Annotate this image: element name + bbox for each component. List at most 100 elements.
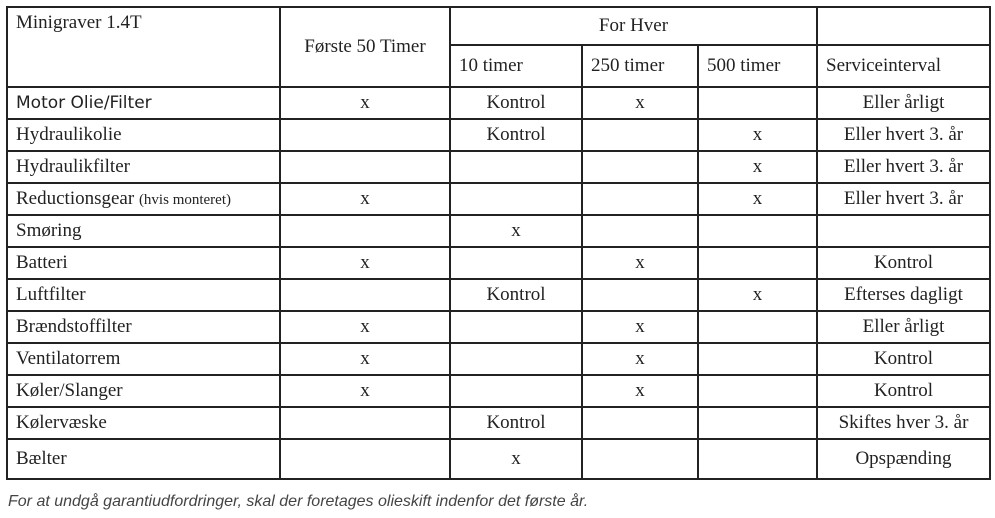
cell-h250 bbox=[581, 150, 699, 184]
cell-item: Hydraulikolie bbox=[6, 118, 281, 152]
cell-first50: x bbox=[279, 86, 451, 120]
item-label: Bælter bbox=[16, 448, 67, 469]
cell-h250 bbox=[581, 406, 699, 440]
cell-interval: Opspænding bbox=[816, 438, 991, 480]
item-label: Motor Olie/Filter bbox=[16, 93, 152, 113]
cell-first50 bbox=[279, 438, 451, 480]
cell-item: Motor Olie/Filter bbox=[6, 86, 281, 120]
cell-item: Luftfilter bbox=[6, 278, 281, 312]
cell-h500 bbox=[697, 342, 818, 376]
header-for-hver: For Hver bbox=[449, 6, 818, 46]
cell-h10 bbox=[449, 246, 583, 280]
cell-interval: Eller hvert 3. år bbox=[816, 182, 991, 216]
cell-item: Reductionsgear (hvis monteret) bbox=[6, 182, 281, 216]
item-label: Hydraulikolie bbox=[16, 124, 122, 145]
cell-h500 bbox=[697, 310, 818, 344]
header-serviceinterval: Serviceinterval bbox=[816, 44, 991, 88]
cell-first50 bbox=[279, 214, 451, 248]
cell-h10 bbox=[449, 182, 583, 216]
item-note: (hvis monteret) bbox=[138, 192, 231, 208]
cell-first50 bbox=[279, 406, 451, 440]
table-row: Køler/Slanger x x Kontrol bbox=[6, 374, 991, 408]
cell-interval: Eller årligt bbox=[816, 310, 991, 344]
cell-h250 bbox=[581, 214, 699, 248]
cell-h500 bbox=[697, 374, 818, 408]
cell-first50 bbox=[279, 150, 451, 184]
table-row: Brændstoffilter x x Eller årligt bbox=[6, 310, 991, 344]
service-table: Minigraver 1.4T Første 50 Timer For Hver… bbox=[6, 6, 991, 480]
table-row: Luftfilter Kontrol x Efterses dagligt bbox=[6, 278, 991, 312]
cell-first50: x bbox=[279, 182, 451, 216]
cell-item: Batteri bbox=[6, 246, 281, 280]
cell-first50: x bbox=[279, 246, 451, 280]
cell-h500 bbox=[697, 214, 818, 248]
cell-h10: x bbox=[449, 214, 583, 248]
cell-item: Smøring bbox=[6, 214, 281, 248]
cell-interval: Eller årligt bbox=[816, 86, 991, 120]
cell-h500 bbox=[697, 438, 818, 480]
table-row: Hydraulikolie Kontrol x Eller hvert 3. år bbox=[6, 118, 991, 152]
item-label: Smøring bbox=[16, 220, 82, 241]
cell-item: Køler/Slanger bbox=[6, 374, 281, 408]
cell-interval: Kontrol bbox=[816, 342, 991, 376]
cell-h10 bbox=[449, 374, 583, 408]
cell-h500: x bbox=[697, 278, 818, 312]
cell-h250: x bbox=[581, 86, 699, 120]
cell-first50: x bbox=[279, 342, 451, 376]
cell-interval: Kontrol bbox=[816, 246, 991, 280]
table-row: Kølervæske Kontrol Skiftes hver 3. år bbox=[6, 406, 991, 440]
cell-interval: Kontrol bbox=[816, 374, 991, 408]
cell-h500 bbox=[697, 406, 818, 440]
cell-item: Bælter bbox=[6, 438, 281, 480]
cell-first50: x bbox=[279, 310, 451, 344]
cell-h500: x bbox=[697, 118, 818, 152]
table-row: Bælter x Opspænding bbox=[6, 438, 991, 480]
footnote: For at undgå garantiudfordringer, skal d… bbox=[8, 493, 589, 510]
cell-h250: x bbox=[581, 246, 699, 280]
item-label: Brændstoffilter bbox=[16, 316, 132, 337]
table-row: Reductionsgear (hvis monteret) x x Eller hv… bbox=[6, 182, 991, 216]
item-label: Kølervæske bbox=[16, 412, 107, 433]
cell-h250 bbox=[581, 438, 699, 480]
table-row: Smøring x bbox=[6, 214, 991, 248]
cell-h10: Kontrol bbox=[449, 406, 583, 440]
header-empty bbox=[816, 6, 991, 46]
cell-item: Kølervæske bbox=[6, 406, 281, 440]
table-row: Ventilatorrem x x Kontrol bbox=[6, 342, 991, 376]
cell-h10: Kontrol bbox=[449, 118, 583, 152]
cell-item: Brændstoffilter bbox=[6, 310, 281, 344]
table-row: Hydraulikfilter x Eller hvert 3. år bbox=[6, 150, 991, 184]
cell-h250 bbox=[581, 278, 699, 312]
header-first-50: Første 50 Timer bbox=[279, 6, 451, 88]
table-row: Batteri x x Kontrol bbox=[6, 246, 991, 280]
cell-h250: x bbox=[581, 310, 699, 344]
item-label: Køler/Slanger bbox=[16, 380, 123, 401]
cell-first50 bbox=[279, 118, 451, 152]
cell-first50 bbox=[279, 278, 451, 312]
cell-interval: Eller hvert 3. år bbox=[816, 118, 991, 152]
cell-item: Ventilatorrem bbox=[6, 342, 281, 376]
cell-first50: x bbox=[279, 374, 451, 408]
cell-h250 bbox=[581, 182, 699, 216]
header-500-timer: 500 timer bbox=[697, 44, 818, 88]
cell-interval: Eller hvert 3. år bbox=[816, 150, 991, 184]
header-row-1: Minigraver 1.4T Første 50 Timer For Hver bbox=[6, 6, 991, 88]
cell-h250: x bbox=[581, 374, 699, 408]
item-label: Batteri bbox=[16, 252, 68, 273]
item-label: Reductionsgear bbox=[16, 188, 135, 209]
item-label: Ventilatorrem bbox=[16, 348, 121, 369]
cell-h500: x bbox=[697, 182, 818, 216]
cell-h500 bbox=[697, 86, 818, 120]
cell-h500 bbox=[697, 246, 818, 280]
item-label: Luftfilter bbox=[16, 284, 86, 305]
header-250-timer: 250 timer bbox=[581, 44, 699, 88]
header-machine: Minigraver 1.4T bbox=[6, 6, 281, 88]
cell-h10 bbox=[449, 150, 583, 184]
cell-h250 bbox=[581, 118, 699, 152]
cell-interval: Skiftes hver 3. år bbox=[816, 406, 991, 440]
cell-interval: Efterses dagligt bbox=[816, 278, 991, 312]
cell-h10: Kontrol bbox=[449, 86, 583, 120]
cell-interval bbox=[816, 214, 991, 248]
item-label: Hydraulikfilter bbox=[16, 156, 130, 177]
cell-h500: x bbox=[697, 150, 818, 184]
